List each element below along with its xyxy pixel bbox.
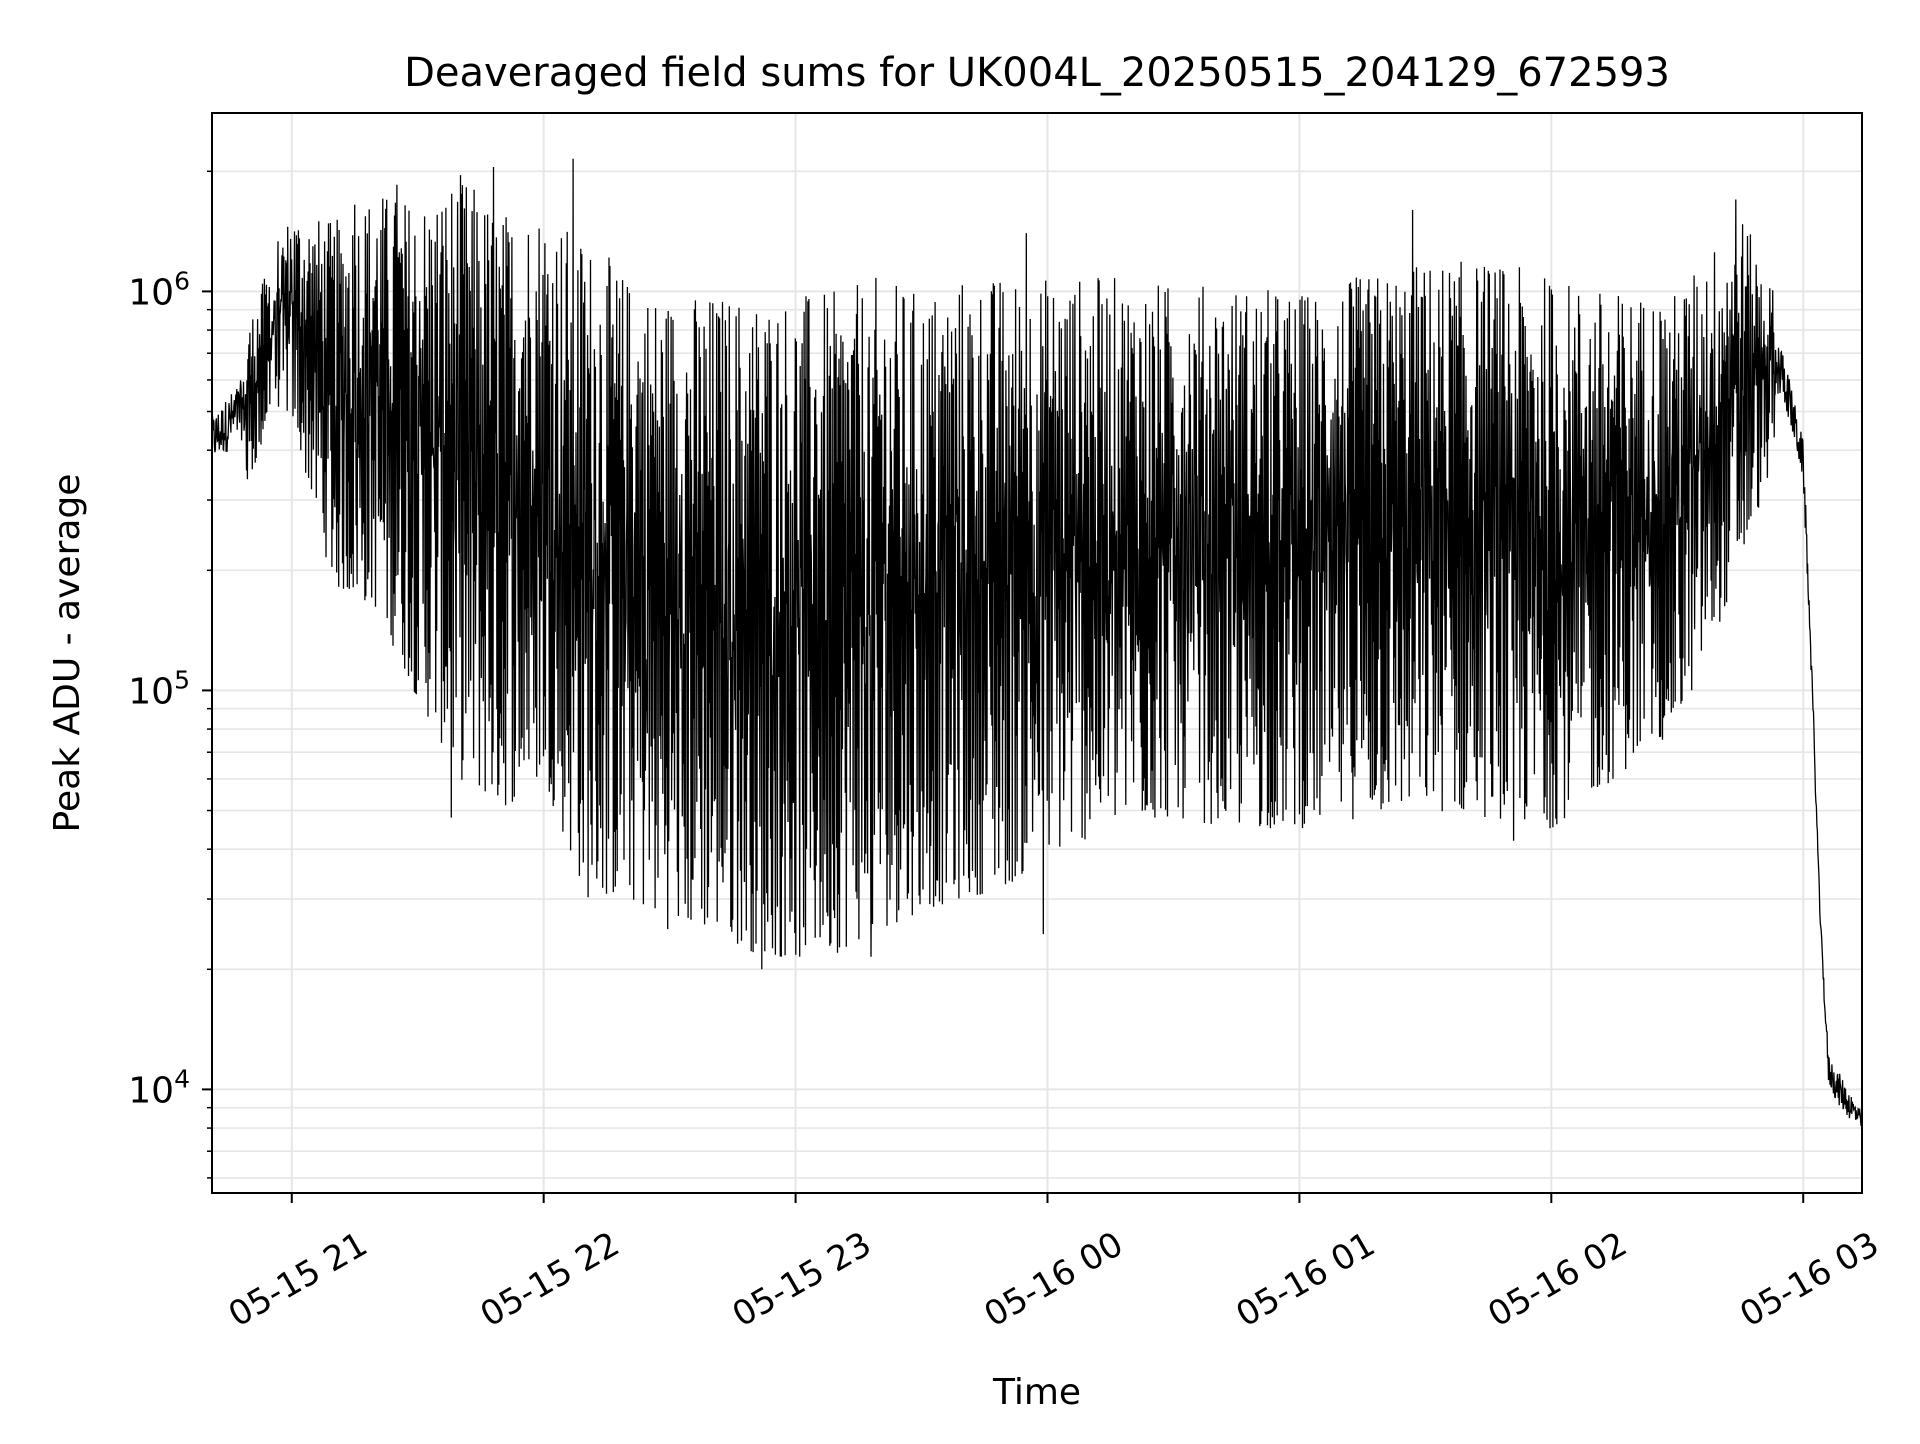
data-series <box>211 158 1863 1126</box>
series-line <box>211 158 1863 1126</box>
y-axis-label: Peak ADU - average <box>47 474 88 833</box>
x-axis-label: Time <box>992 1372 1081 1413</box>
y-tick-label: 106 <box>128 266 190 313</box>
chart-title: Deaveraged field sums for UK004L_2025051… <box>404 50 1670 96</box>
plot-frame <box>211 112 1863 1194</box>
y-tick-label: 104 <box>128 1064 190 1111</box>
y-tick-label: 105 <box>128 665 190 712</box>
